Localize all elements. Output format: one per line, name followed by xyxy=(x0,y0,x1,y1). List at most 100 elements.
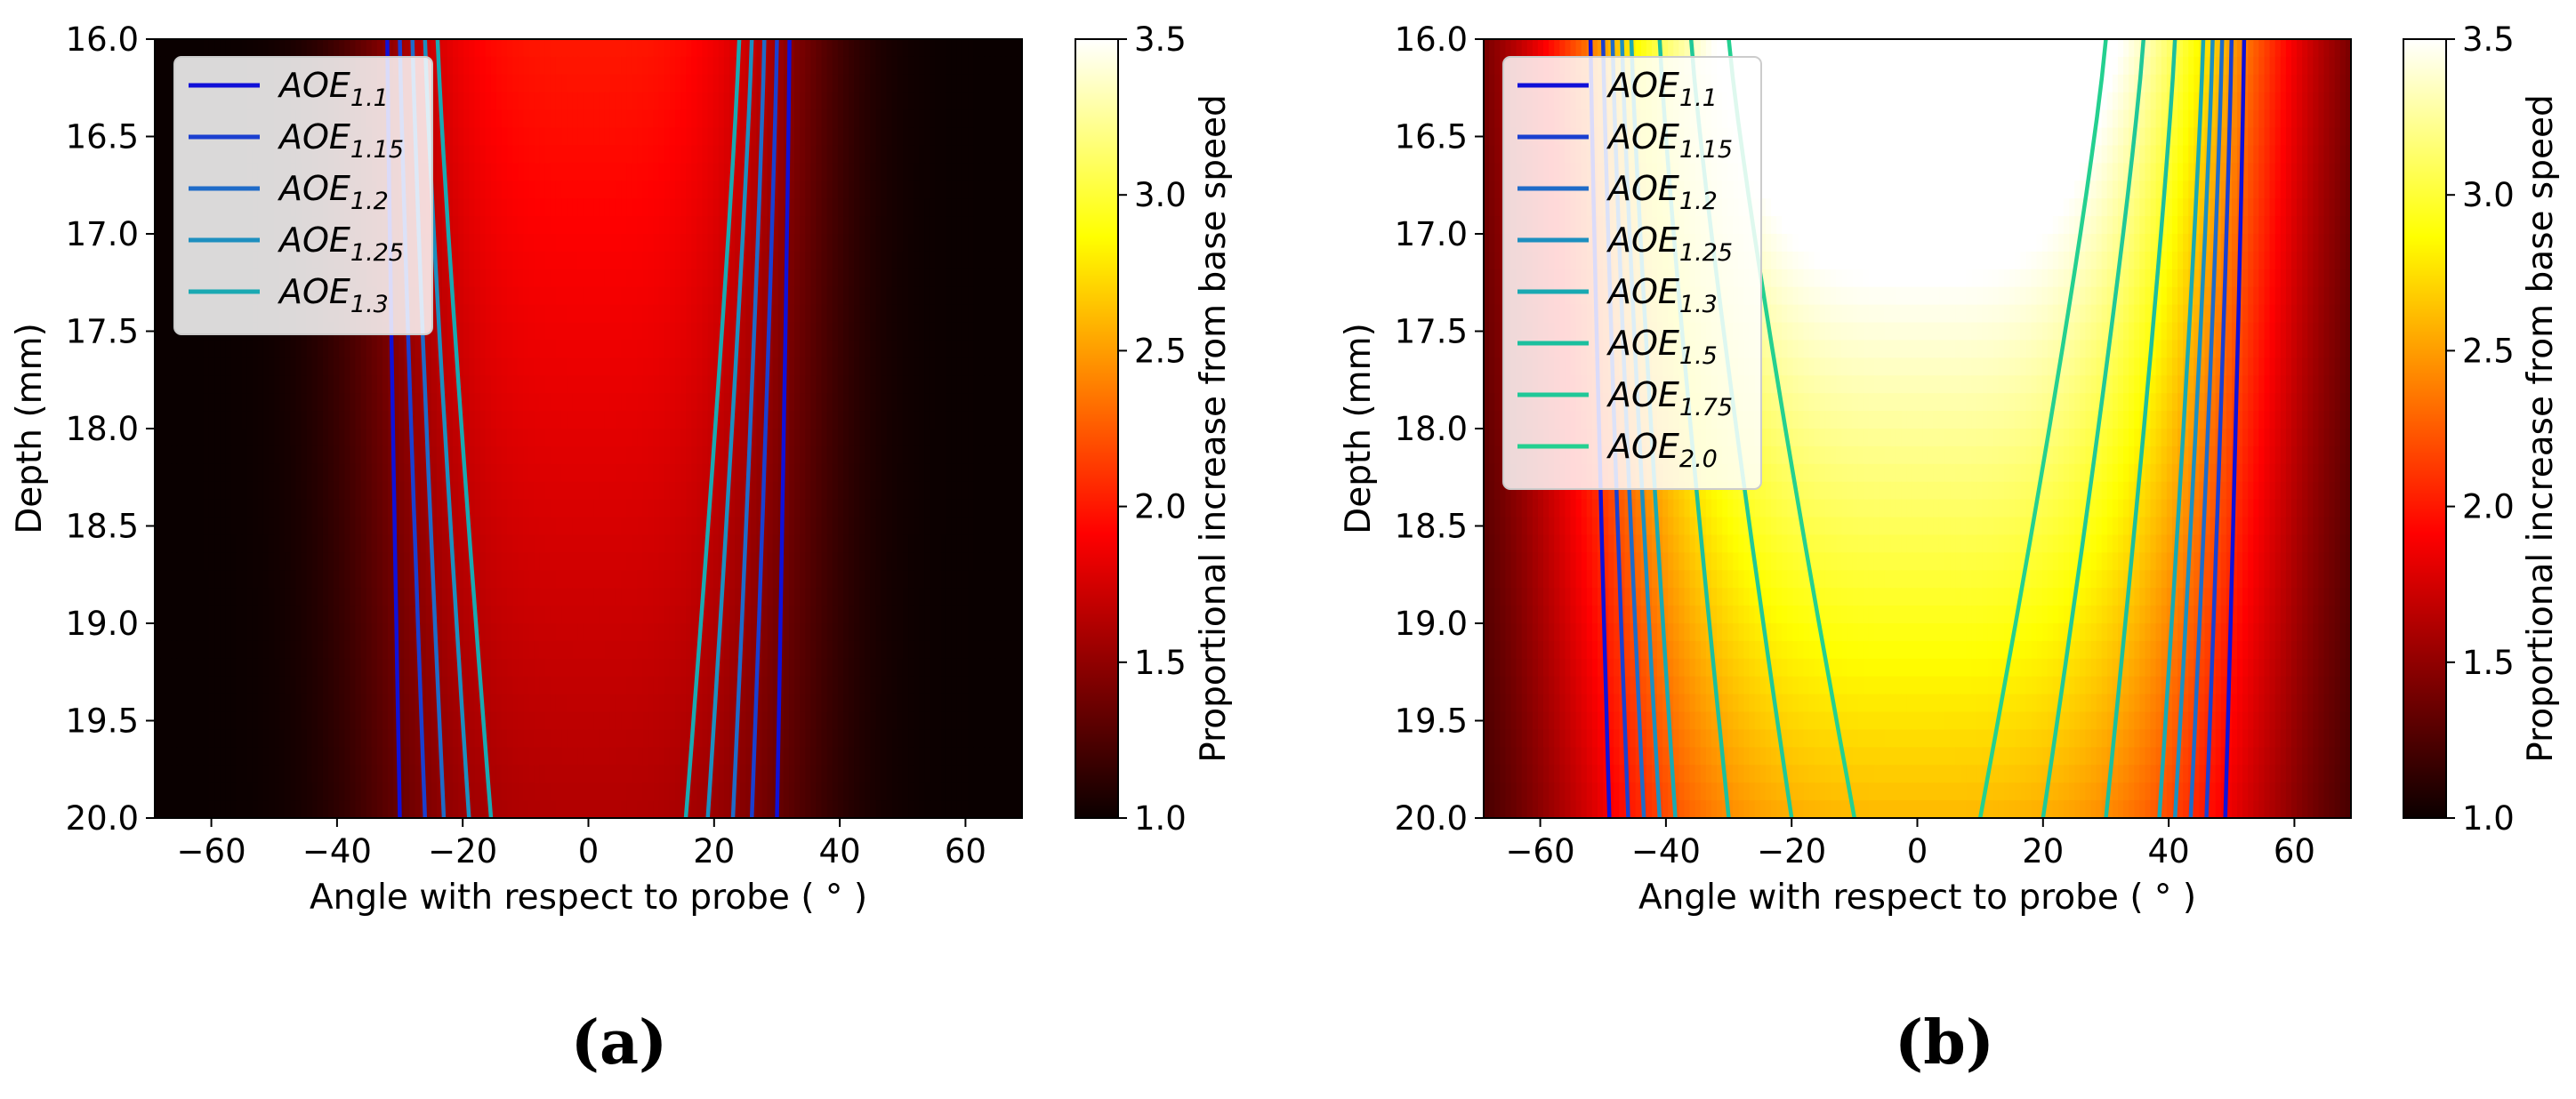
legend-entry-name: AOE xyxy=(1606,272,1679,311)
y-tick-label: 19.5 xyxy=(66,702,139,741)
legend-entry-subscript: 1.2 xyxy=(350,188,389,215)
legend-entry-subscript: 1.3 xyxy=(350,291,389,318)
colorbar-tick-label: 2.0 xyxy=(1134,488,1187,526)
y-axis-label: Depth (mm) xyxy=(1339,323,1379,534)
x-tick-label: −60 xyxy=(1506,832,1575,870)
legend-entry-label: AOE1.2 xyxy=(1606,169,1718,215)
x-axis-label: Angle with respect to probe ( ° ) xyxy=(1638,878,2196,918)
legend-entry-subscript: 1.3 xyxy=(1679,291,1718,318)
contour-line-1-3-left xyxy=(435,38,494,819)
legend-entry-name: AOE xyxy=(1606,117,1679,156)
legend-entry-name: AOE xyxy=(1606,427,1679,466)
legend-entry-subscript: 1.2 xyxy=(1679,188,1718,215)
contour-line-1-3-right xyxy=(683,38,742,819)
legend-entry-subscript: 1.1 xyxy=(1679,84,1718,112)
legend-entry-subscript: 1.15 xyxy=(1679,136,1733,164)
contour-line-1-25-right xyxy=(2172,38,2215,819)
colorbar xyxy=(2403,38,2447,819)
y-tick-label: 18.5 xyxy=(1395,508,1468,546)
contour-line-1-2-right xyxy=(730,38,767,819)
x-tick-label: 40 xyxy=(2148,832,2190,870)
x-tick-label: 60 xyxy=(945,832,986,870)
y-tick-label: 18.0 xyxy=(1395,410,1468,448)
legend: AOE1.1AOE1.15AOE1.2AOE1.25AOE1.3AOE1.5AO… xyxy=(1502,56,1762,490)
legend-entry-label: AOE1.3 xyxy=(277,272,389,318)
y-tick-label: 17.0 xyxy=(1395,215,1468,253)
colorbar-label: Proportional increase from base speed xyxy=(2521,94,2561,762)
contour-line-1-1-right xyxy=(2223,38,2247,819)
x-tick-label: 20 xyxy=(2022,832,2064,870)
legend-entry-label: AOE1.75 xyxy=(1606,375,1733,421)
colorbar-tick-label: 3.0 xyxy=(2462,176,2515,214)
contour-line-1-3-right xyxy=(2157,38,2206,819)
x-tick-label: 0 xyxy=(578,832,600,870)
legend-entry-subscript: 1.75 xyxy=(1679,394,1733,421)
colorbar-tick-label: 2.5 xyxy=(2462,332,2515,370)
chart-panel-a: −60 −40 −20 0 20 40 60 16.0 16.5 17.0 17.5 18.0 18.5… xyxy=(10,20,1234,1079)
y-tick-label: 16.0 xyxy=(1395,20,1468,59)
y-tick-label: 19.0 xyxy=(66,605,139,643)
y-tick-label: 20.0 xyxy=(1395,799,1468,838)
colorbar-tick-label: 1.5 xyxy=(2462,644,2515,682)
colorbar xyxy=(1075,38,1119,819)
legend-entry-label: AOE1.25 xyxy=(277,221,404,267)
y-tick-label: 17.0 xyxy=(66,215,139,253)
legend-entry-label: AOE1.2 xyxy=(277,169,389,215)
colorbar-tick-label: 2.0 xyxy=(2462,488,2515,526)
x-tick-label: 60 xyxy=(2274,832,2315,870)
legend-entry-name: AOE xyxy=(277,66,350,105)
colorbar-tick-label: 2.5 xyxy=(1134,332,1187,370)
contour-line-1-2-right xyxy=(2188,38,2225,819)
legend-entry-subscript: 1.15 xyxy=(350,136,404,164)
legend-entry-label: AOE1.1 xyxy=(277,66,389,112)
legend-box xyxy=(1502,56,1762,490)
contour-line-2-0-right xyxy=(1977,38,2108,819)
chart-panel-b: −60 −40 −20 0 20 40 60 16.0 16.5 17.0 17.5 18.0 18.5… xyxy=(1339,20,2561,1079)
colorbar-tick-label: 1.0 xyxy=(1134,799,1187,838)
x-tick-label: 0 xyxy=(1907,832,1928,870)
legend-entry-label: AOE1.3 xyxy=(1606,272,1718,318)
y-tick-label: 17.5 xyxy=(1395,313,1468,351)
legend-entry-label: AOE1.15 xyxy=(277,117,404,164)
legend-entry-name: AOE xyxy=(277,221,350,260)
y-tick-label: 19.5 xyxy=(1395,702,1468,741)
y-tick-label: 18.0 xyxy=(66,410,139,448)
y-tick-label: 20.0 xyxy=(66,799,139,838)
contour-line-1-15-right xyxy=(749,38,779,819)
legend-entry-label: AOE1.1 xyxy=(1606,66,1718,112)
colorbar-tick-label: 1.5 xyxy=(1134,644,1187,682)
y-tick-label: 19.0 xyxy=(1395,605,1468,643)
colorbar-tick-label: 1.0 xyxy=(2462,799,2515,838)
legend-entry-subscript: 1.25 xyxy=(350,239,404,267)
legend-entry-label: AOE2.0 xyxy=(1606,427,1718,473)
contour-line-1-1-right xyxy=(775,38,792,819)
legend-entry-subscript: 1.5 xyxy=(1679,342,1718,370)
colorbar-label: Proportional increase from base speed xyxy=(1194,94,1234,762)
legend-entry-name: AOE xyxy=(277,117,350,156)
contour-line-1-25-right xyxy=(705,38,754,819)
legend-entry-name: AOE xyxy=(1606,169,1679,208)
legend-entry-label: AOE1.25 xyxy=(1606,221,1733,267)
x-tick-label: −20 xyxy=(1757,832,1826,870)
legend-entry-label: AOE1.15 xyxy=(1606,117,1733,164)
y-tick-label: 16.5 xyxy=(66,118,139,156)
y-tick-label: 18.5 xyxy=(66,508,139,546)
legend-entry-name: AOE xyxy=(1606,66,1679,105)
legend-entry-label: AOE1.5 xyxy=(1606,324,1718,370)
legend-entry-name: AOE xyxy=(277,169,350,208)
legend-entry-name: AOE xyxy=(277,272,350,311)
legend-entry-subscript: 1.1 xyxy=(350,84,389,112)
legend-entry-subscript: 1.25 xyxy=(1679,239,1733,267)
contour-line-1-5-right xyxy=(2104,38,2178,819)
y-tick-label: 16.5 xyxy=(1395,118,1468,156)
x-tick-label: 20 xyxy=(693,832,735,870)
x-tick-label: 40 xyxy=(819,832,861,870)
x-axis-label: Angle with respect to probe ( ° ) xyxy=(310,878,867,918)
legend-entry-name: AOE xyxy=(1606,375,1679,414)
panel-label: (a) xyxy=(571,1007,667,1079)
y-tick-label: 16.0 xyxy=(66,20,139,59)
colorbar-tick-label: 3.5 xyxy=(1134,20,1187,59)
x-tick-label: −40 xyxy=(1631,832,1701,870)
